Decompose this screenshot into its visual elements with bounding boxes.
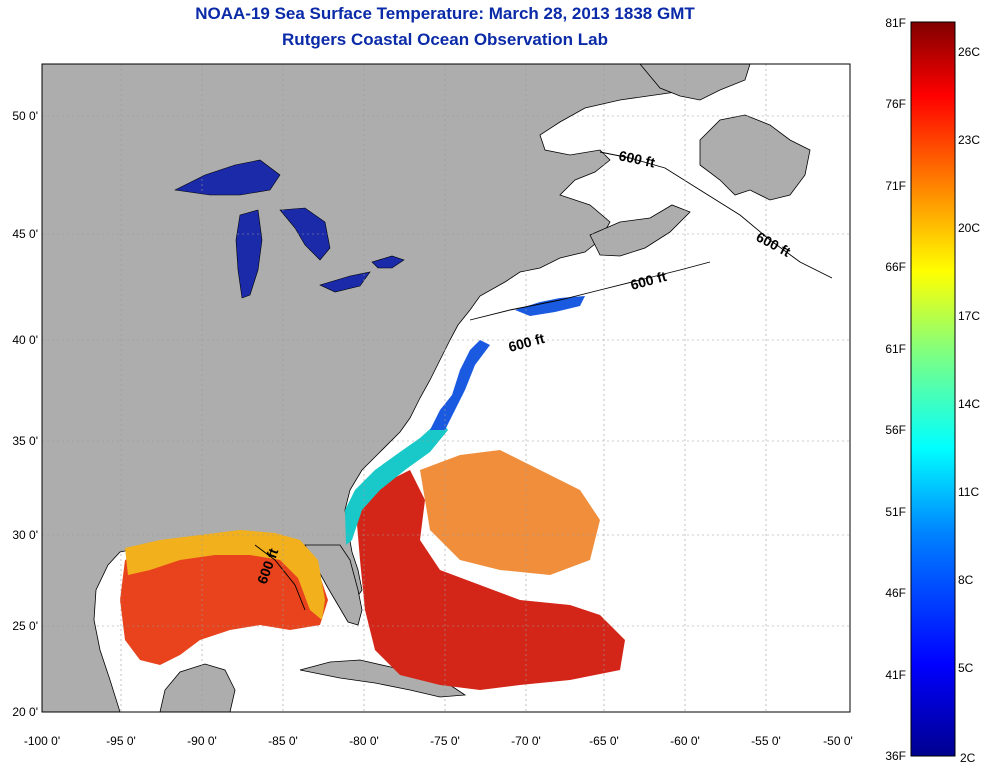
sst-coastal-cold [430, 340, 490, 430]
lon-tick-label: -85 0' [268, 734, 298, 748]
lat-tick-label: 50 0' [12, 109, 38, 123]
colorbar-f-label: 36F [885, 749, 906, 763]
lat-tick-label: 30 0' [12, 528, 38, 542]
colorbar-c-label: 5C [958, 661, 974, 675]
sst-gulf-warm [120, 545, 328, 665]
lon-tick-label: -90 0' [187, 734, 217, 748]
colorbar-c-label: 26C [958, 45, 980, 59]
lat-tick-label: 45 0' [12, 227, 38, 241]
colorbar-f-label: 76F [885, 97, 906, 111]
lon-tick-label: -75 0' [430, 734, 460, 748]
land-florida [304, 544, 363, 626]
grid [42, 64, 850, 712]
colorbar-f-labels: 81F 76F 71F 66F 61F 56F 51F 46F 41F 36F [885, 16, 906, 763]
colorbar-c-label: 8C [958, 573, 974, 587]
colorbar-c-label: 23C [958, 133, 980, 147]
colorbar [910, 21, 956, 757]
lon-axis: -100 0' -95 0' -90 0' -85 0' -80 0' -75 … [24, 734, 853, 748]
lon-tick-label: -60 0' [670, 734, 700, 748]
colorbar-f-label: 56F [885, 423, 906, 437]
great-lakes [174, 159, 405, 299]
lat-tick-label: 25 0' [12, 619, 38, 633]
sst-gulf-shelf [125, 530, 325, 620]
lat-axis: 50 0' 45 0' 40 0' 35 0' 30 0' 25 0' 20 0… [12, 109, 38, 719]
sst-atlantic-mid [420, 450, 600, 575]
colorbar-f-label: 81F [885, 16, 906, 30]
map-panel [42, 64, 850, 712]
map-subtitle: Rutgers Coastal Ocean Observation Lab [282, 30, 608, 49]
land-nova-scotia [589, 204, 691, 257]
lat-tick-label: 40 0' [12, 333, 38, 347]
lat-tick-label: 20 0' [12, 705, 38, 719]
colorbar-c-label: 11C [958, 485, 979, 499]
lon-tick-label: -55 0' [751, 734, 781, 748]
lon-tick-label: -100 0' [24, 734, 60, 748]
colorbar-f-label: 51F [885, 505, 906, 519]
lon-tick-label: -65 0' [589, 734, 619, 748]
contour-label: 600 ft [617, 147, 656, 170]
sst-shelf-cold [515, 296, 585, 316]
colorbar-f-label: 46F [885, 586, 906, 600]
colorbar-c-label: 2C [960, 751, 976, 765]
map-frame [41, 63, 851, 713]
lon-tick-label: -70 0' [511, 734, 541, 748]
sst-atlantic-warm [355, 470, 625, 690]
lon-tick-label: -50 0' [823, 734, 853, 748]
colorbar-c-label: 14C [958, 397, 980, 411]
colorbar-c-label: 17C [958, 309, 980, 323]
map-title: NOAA-19 Sea Surface Temperature: March 2… [195, 4, 695, 23]
colorbar-f-label: 66F [885, 260, 906, 274]
lon-tick-label: -80 0' [349, 734, 379, 748]
land-yucatan [159, 663, 236, 712]
land-newfoundland [699, 114, 811, 201]
colorbar-f-label: 71F [885, 179, 906, 193]
lat-tick-label: 35 0' [12, 434, 38, 448]
contour-600ft [254, 151, 833, 611]
sst-coastal-band [345, 420, 448, 545]
colorbar-f-label: 61F [885, 342, 906, 356]
land-labrador [639, 64, 751, 101]
colorbar-f-label: 41F [885, 668, 906, 682]
land-cuba [299, 659, 467, 698]
lon-tick-label: -95 0' [106, 734, 136, 748]
colorbar-c-label: 20C [958, 221, 980, 235]
colorbar-c-labels: 26C 23C 20C 17C 14C 11C 8C 5C 2C [958, 45, 980, 765]
